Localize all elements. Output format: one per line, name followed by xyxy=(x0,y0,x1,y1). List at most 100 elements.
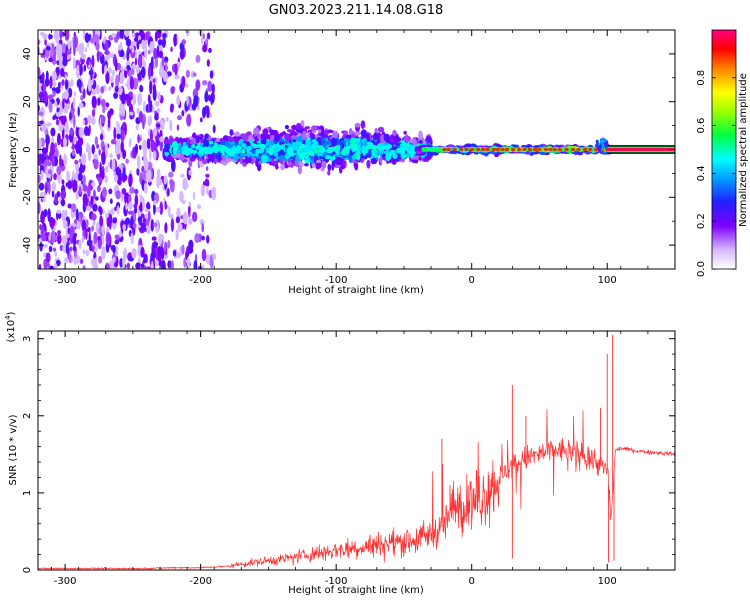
heatmap-cell xyxy=(128,139,132,148)
heatmap-cell xyxy=(196,104,200,111)
heatmap-cell xyxy=(160,245,164,257)
heatmap-cell xyxy=(82,265,86,269)
heatmap-cell xyxy=(56,209,62,214)
heatmap-cell xyxy=(56,107,60,113)
heatmap-cell xyxy=(170,260,174,269)
colorbar: 0.00.20.40.60.8 Normalized spectral ampl… xyxy=(696,29,749,277)
heatmap-cell xyxy=(176,95,181,106)
heatmap-cell xyxy=(153,199,157,206)
heatmap-cell xyxy=(147,204,151,210)
heatmap-cell xyxy=(137,133,140,144)
heatmap-cell xyxy=(295,122,302,130)
heatmap-cell xyxy=(158,259,163,267)
heatmap-cell xyxy=(95,84,101,95)
heatmap-cell xyxy=(67,180,73,190)
heatmap-cell xyxy=(81,219,87,230)
x-tick-label: 100 xyxy=(598,275,617,286)
heatmap-cell xyxy=(85,59,90,66)
heatmap-cell xyxy=(109,198,113,204)
heatmap-cell xyxy=(150,69,154,77)
heatmap-cell xyxy=(98,226,102,235)
heatmap-cell xyxy=(156,45,160,59)
heatmap-cell xyxy=(165,117,169,122)
heatmap-cell xyxy=(128,195,132,204)
heatmap-cell xyxy=(116,153,121,160)
heatmap-cell xyxy=(41,233,47,242)
heatmap-cell xyxy=(193,260,198,269)
heatmap-cell xyxy=(242,162,247,167)
heatmap-cell xyxy=(244,155,250,165)
heatmap-cell xyxy=(252,143,258,149)
heatmap-cell xyxy=(115,190,121,200)
heatmap-cell xyxy=(181,244,185,255)
heatmap-cell xyxy=(84,32,90,43)
heatmap-cell xyxy=(208,147,215,153)
heatmap-cell xyxy=(110,207,115,215)
heatmap-cell xyxy=(76,64,80,79)
heatmap-cell xyxy=(303,146,311,152)
heatmap-cell xyxy=(134,206,138,214)
heatmap-cell xyxy=(124,30,130,38)
heatmap-cell xyxy=(67,203,73,209)
heatmap-cell xyxy=(165,60,168,75)
heatmap-cell xyxy=(173,144,178,149)
heatmap-cell xyxy=(45,134,50,146)
heatmap-cell xyxy=(152,83,157,94)
heatmap-cell xyxy=(64,89,69,100)
heatmap-cell xyxy=(72,245,77,252)
heatmap-cell xyxy=(187,149,193,155)
snr-scale-exp: 4 xyxy=(4,315,12,320)
heatmap-cell xyxy=(38,39,41,45)
heatmap-cell xyxy=(114,234,120,241)
heatmap-cell xyxy=(64,79,69,90)
heatmap-cell xyxy=(92,218,96,226)
heatmap-cell xyxy=(116,133,121,140)
heatmap-cell xyxy=(366,159,371,169)
heatmap-cell xyxy=(44,39,47,46)
heatmap-cell xyxy=(516,148,522,151)
heatmap-cell xyxy=(72,179,78,193)
heatmap-cell xyxy=(138,55,142,68)
spectrogram-y-label: Frequency (Hz) xyxy=(8,112,19,188)
heatmap-cell xyxy=(99,215,104,228)
heatmap-cell xyxy=(310,151,315,157)
heatmap-cell xyxy=(144,208,149,213)
heatmap-cell xyxy=(86,226,91,233)
heatmap-cell xyxy=(403,130,407,135)
heatmap-cell xyxy=(62,137,67,147)
heatmap-cell xyxy=(607,148,675,151)
heatmap-cell xyxy=(101,246,106,260)
heatmap-cell xyxy=(82,120,86,125)
heatmap-cell xyxy=(38,111,44,116)
x-tick-label: -300 xyxy=(54,576,77,587)
snr-frame xyxy=(37,330,676,571)
heatmap-cell xyxy=(43,243,49,249)
heatmap-cell xyxy=(284,124,290,130)
heatmap-cell xyxy=(500,148,505,151)
heatmap-cell xyxy=(64,30,70,41)
heatmap-cell xyxy=(161,56,165,68)
heatmap-cell xyxy=(174,74,180,80)
heatmap-cell xyxy=(293,146,300,151)
heatmap-cell xyxy=(269,154,275,159)
heatmap-cell xyxy=(43,260,48,269)
heatmap-cell xyxy=(154,219,160,234)
heatmap-cell xyxy=(366,135,371,143)
heatmap-cell xyxy=(56,165,62,176)
heatmap-cell xyxy=(54,30,60,44)
heatmap-cell xyxy=(397,147,403,153)
heatmap-cell xyxy=(260,139,266,145)
heatmap-cell xyxy=(232,132,239,136)
heatmap-cell xyxy=(112,244,116,254)
heatmap-cell xyxy=(188,239,194,251)
heatmap-cell xyxy=(108,188,113,195)
heatmap-cell xyxy=(128,91,133,98)
heatmap-cell xyxy=(211,83,215,95)
heatmap-cell xyxy=(481,148,486,151)
heatmap-cell xyxy=(604,144,608,149)
heatmap-cell xyxy=(129,76,135,90)
heatmap-cell xyxy=(225,157,233,163)
heatmap-cell xyxy=(149,80,153,95)
heatmap-cell xyxy=(186,245,190,258)
